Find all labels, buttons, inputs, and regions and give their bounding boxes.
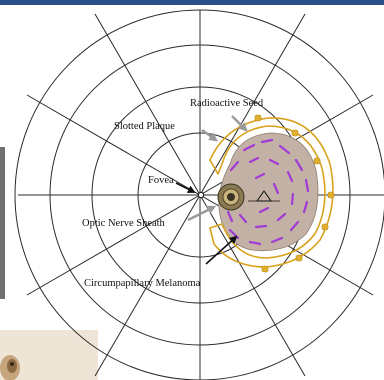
slotted-plaque (209, 117, 334, 268)
label-optic-nerve-sheath: Optic Nerve Sheath (82, 218, 166, 229)
melanoma (218, 132, 319, 252)
plaque-eyelets (254, 114, 335, 273)
label-fovea: Fovea (148, 175, 174, 186)
fovea (197, 191, 205, 199)
photo-fragment (0, 330, 98, 380)
arrow-slotted-plaque (201, 128, 219, 142)
arrow-fovea (175, 182, 196, 193)
arrow-radioactive-seed (231, 115, 248, 132)
top-bar (0, 0, 384, 5)
arrow-melanoma (205, 235, 238, 265)
label-circumpapillary-melanoma: Circumpapillary Melanoma (84, 278, 201, 289)
label-radioactive-seed: Radioactive Seed (190, 98, 264, 109)
arrow-optic-nerve-sheath (187, 205, 217, 222)
label-slotted-plaque: Slotted Plaque (114, 121, 175, 132)
optic-nerve-sheath (217, 183, 245, 211)
left-side-bar (0, 147, 5, 299)
